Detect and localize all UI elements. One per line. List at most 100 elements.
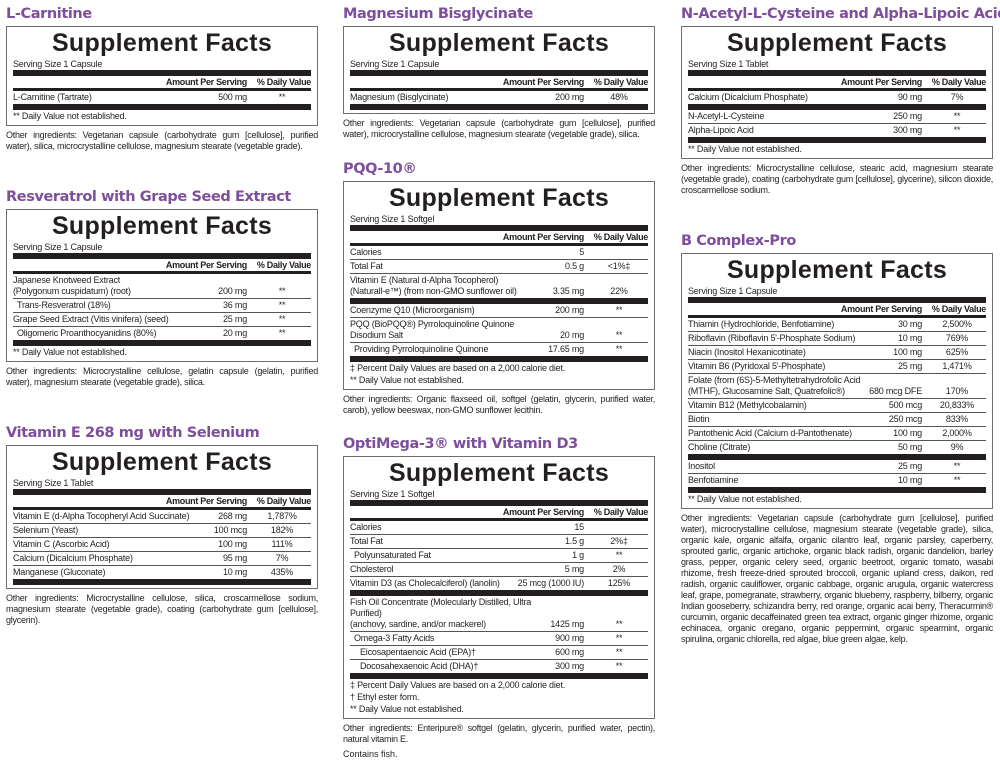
column-header: Amount Per Serving % Daily Value <box>13 76 311 88</box>
nutrient-name: Vitamin C (Ascorbic Acid) <box>13 539 110 549</box>
supplement-facts-panel: Supplement Facts Serving Size 1 Capsule Am… <box>6 209 318 362</box>
other-ingredients: Other ingredients: Enteripure® softgel (… <box>343 723 655 744</box>
nutrient-row: Vitamin B6 (Pyridoxal 5'-Phosphate) 25 mg… <box>688 359 986 373</box>
nutrient-row: Cholesterol 5 mg 2% <box>350 562 648 576</box>
nutrient-amount: 100 mg <box>893 347 922 357</box>
serving-size: Serving Size 1 Softgel <box>350 214 435 224</box>
nutrient-row: PQQ (BioPQQ®) Pyrroloquinoline Quinone D… <box>350 317 648 342</box>
nutrient-name: N-Acetyl-L-Cysteine <box>688 111 765 121</box>
nutrient-name: Providing Pyrroloquinoline Quinone <box>354 344 489 354</box>
nutrient-row: Thiamin (Hydrochloride, Benfotiamine) 30 … <box>688 318 986 331</box>
nutrient-name: Cholesterol <box>350 564 394 574</box>
footnote: ** Daily Value not established. <box>688 144 802 154</box>
header-amount: Amount Per Serving <box>502 77 584 87</box>
nutrient-name: Choline (Citrate) <box>688 442 751 452</box>
nutrient-daily-value: 20,833% <box>939 400 975 410</box>
nutrient-daily-value: 2,500% <box>942 319 972 329</box>
divider-thick <box>13 579 311 585</box>
nutrient-amount: 200 mg <box>555 92 584 102</box>
supplement-facts-panel: Supplement Facts Serving Size 1 Capsule Am… <box>681 253 993 509</box>
nutrient-amount: 25 mg <box>897 461 922 471</box>
nutrient-daily-value: ** <box>615 550 623 560</box>
footnote: † Ethyl ester form. <box>350 692 420 702</box>
nutrient-name: Biotin <box>688 414 710 424</box>
nutrient-row: Choline (Citrate) 50 mg 9% <box>688 440 986 454</box>
nutrient-row: Benfotiamine 10 mg ** <box>688 473 986 487</box>
header-amount: Amount Per Serving <box>165 260 247 270</box>
product-title: Magnesium Bisglycinate <box>343 6 533 22</box>
nutrient-name: Trans-Resveratrol (18%) <box>17 300 111 310</box>
panel-heading: Supplement Facts <box>726 29 948 57</box>
other-ingredients: Other ingredients: Microcrystalline cell… <box>6 366 318 387</box>
nutrient-name: Benfotiamine <box>688 475 739 485</box>
nutrient-daily-value: ** <box>278 328 286 338</box>
supplement-facts-panel: Supplement Facts Serving Size 1 Capsule Am… <box>6 26 318 126</box>
nutrient-name: Eicosapentaenoic Acid (EPA)† <box>360 647 476 657</box>
nutrient-row: Omega-3 Fatty Acids 900 mg ** <box>350 631 648 645</box>
header-daily-value: % Daily Value <box>931 77 986 87</box>
nutrient-amount: 300 mg <box>555 661 584 671</box>
nutrient-row: Pantothenic Acid (Calcium d-Pantothenate… <box>688 426 986 440</box>
nutrient-daily-value: 2% <box>612 564 626 574</box>
nutrient-daily-value: ** <box>278 286 286 296</box>
nutrient-name: Folate (from (6S)-5-Methyltetrahydrofoli… <box>688 375 861 396</box>
nutrient-name: Manganese (Gluconate) <box>13 567 106 577</box>
nutrient-name: Calcium (Dicalcium Phosphate) <box>13 553 133 563</box>
divider-thick <box>350 298 648 304</box>
column-header: Amount Per Serving % Daily Value <box>688 303 986 315</box>
product-title: B Complex-Pro <box>681 233 796 249</box>
nutrient-name: Inositol <box>688 461 715 471</box>
panel-heading: Supplement Facts <box>388 459 610 487</box>
nutrient-row: Vitamin E (Natural d-Alpha Tocopherol) (… <box>350 273 648 298</box>
footnote: ** Daily Value not established. <box>13 111 127 121</box>
header-daily-value: % Daily Value <box>593 507 648 517</box>
nutrient-daily-value: 9% <box>950 442 964 452</box>
nutrient-amount: 1 g <box>572 550 584 560</box>
nutrient-daily-value: 182% <box>270 525 294 535</box>
nutrient-row: Biotin 250 mcg 833% <box>688 412 986 426</box>
panel-heading: Supplement Facts <box>51 212 273 240</box>
panel-heading: Supplement Facts <box>51 29 273 57</box>
nutrient-name: Total Fat <box>350 261 383 271</box>
nutrient-row: Grape Seed Extract (Vitis vinifera) (see… <box>13 312 311 326</box>
serving-size: Serving Size 1 Tablet <box>688 59 769 69</box>
nutrient-row: Niacin (Inositol Hexanicotinate) 100 mg 62… <box>688 345 986 359</box>
panel-heading: Supplement Facts <box>726 256 948 284</box>
footnote: ** Daily Value not established. <box>688 494 802 504</box>
nutrient-daily-value: 833% <box>945 414 969 424</box>
nutrient-row: Providing Pyrroloquinoline Quinone 17.65 … <box>350 342 648 356</box>
nutrient-daily-value: ** <box>953 475 961 485</box>
divider-medium <box>13 507 311 510</box>
nutrient-amount: 30 mg <box>897 319 922 329</box>
nutrient-name: Thiamin (Hydrochloride, Benfotiamine) <box>688 319 835 329</box>
other-ingredients: Other ingredients: Vegetarian capsule (c… <box>681 513 993 644</box>
panel-heading: Supplement Facts <box>388 29 610 57</box>
header-daily-value: % Daily Value <box>931 304 986 314</box>
supplement-facts-panel: Supplement Facts Serving Size 1 Softgel Am… <box>343 456 655 719</box>
allergen-note: Contains fish. <box>343 749 398 759</box>
nutrient-row: Folate (from (6S)-5-Methyltetrahydrofoli… <box>688 373 986 398</box>
nutrient-amount: 268 mg <box>218 511 247 521</box>
header-daily-value: % Daily Value <box>593 77 648 87</box>
nutrient-row: Fish Oil Concentrate (Molecularly Distil… <box>350 596 648 631</box>
nutrient-daily-value: 769% <box>945 333 969 343</box>
nutrient-amount: 1.5 g <box>564 536 584 546</box>
divider-thick <box>13 253 311 259</box>
nutrient-row: Vitamin D3 (as Cholecalciferol) (lanolin… <box>350 576 648 590</box>
nutrient-name: Vitamin E (d-Alpha Tocopheryl Acid Succi… <box>13 511 190 521</box>
nutrient-amount: 600 mg <box>555 647 584 657</box>
divider-thick <box>350 70 648 76</box>
other-ingredients: Other ingredients: Microcrystalline cell… <box>681 163 993 195</box>
divider-thick <box>688 104 986 110</box>
nutrient-daily-value: ** <box>953 111 961 121</box>
divider-medium <box>13 271 311 274</box>
nutrient-amount: 100 mcg <box>213 525 247 535</box>
nutrient-name: L-Carnitine (Tartrate) <box>13 92 92 102</box>
serving-size: Serving Size 1 Capsule <box>350 59 440 69</box>
nutrient-name: Vitamin D3 (as Cholecalciferol) (lanolin… <box>350 578 500 588</box>
nutrient-amount: 25 mg <box>897 361 922 371</box>
divider-medium <box>13 88 311 91</box>
nutrient-daily-value: 170% <box>945 386 969 396</box>
nutrient-row: Vitamin C (Ascorbic Acid) 100 mg 111% <box>13 537 311 551</box>
nutrient-row: Selenium (Yeast) 100 mcg 182% <box>13 523 311 537</box>
